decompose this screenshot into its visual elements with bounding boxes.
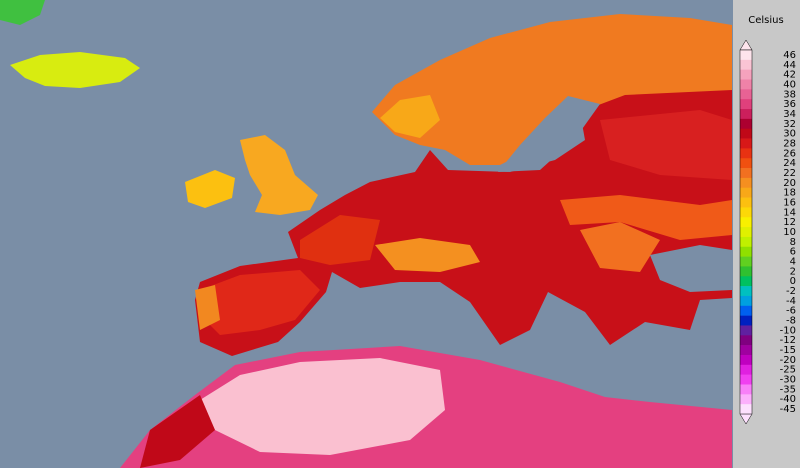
continent <box>195 90 732 356</box>
legend-swatch <box>740 384 752 395</box>
legend-label: 26 <box>783 148 796 159</box>
norway-coast <box>380 95 440 138</box>
legend-swatch <box>740 335 752 346</box>
legend-label: 24 <box>783 158 796 169</box>
legend-swatch <box>740 207 752 218</box>
legend-label: 30 <box>783 129 796 140</box>
legend-label: 22 <box>783 168 796 179</box>
legend-swatch <box>740 374 752 385</box>
legend-label: -8 <box>786 316 796 327</box>
legend-swatch <box>740 50 752 61</box>
legend-swatch <box>740 99 752 110</box>
legend-label: 6 <box>790 247 796 258</box>
legend-swatch <box>740 148 752 159</box>
legend-label: -25 <box>780 365 796 376</box>
legend-swatch <box>740 315 752 326</box>
sahara-hot <box>200 358 445 455</box>
legend-swatch <box>740 266 752 277</box>
legend-swatch <box>740 295 752 307</box>
legend-swatch <box>740 177 752 189</box>
legend-swatch <box>740 256 752 267</box>
legend-label: -2 <box>786 286 796 297</box>
legend-swatch <box>740 394 752 405</box>
legend-label: 4 <box>790 257 796 268</box>
legend-swatch <box>740 79 752 90</box>
legend-label: 38 <box>783 89 796 100</box>
legend-label: 12 <box>783 217 796 228</box>
legend-swatch <box>740 364 752 375</box>
legend-swatch <box>740 286 752 297</box>
legend-swatch <box>740 404 752 415</box>
legend-label: -30 <box>780 375 796 386</box>
legend-label: -20 <box>780 355 796 366</box>
legend-swatch <box>740 246 752 257</box>
legend-label: -15 <box>780 345 796 356</box>
legend-swatch <box>740 227 752 238</box>
legend-bar-outline <box>739 49 753 415</box>
balkans-hot <box>580 222 660 272</box>
iberia <box>200 270 320 335</box>
legend-swatch <box>740 138 752 149</box>
legend-label: 2 <box>790 266 796 277</box>
legend-swatch <box>740 236 752 248</box>
legend-label: 46 <box>783 50 796 61</box>
legend-swatch <box>740 325 752 336</box>
legend-label: -6 <box>786 306 796 317</box>
ireland <box>185 170 235 208</box>
legend-label: 18 <box>783 188 796 199</box>
scandinavia <box>372 14 732 165</box>
legend-swatch <box>740 69 752 80</box>
legend-label: -40 <box>780 394 796 405</box>
legend-swatch <box>740 168 752 179</box>
portugal <box>195 285 220 330</box>
legend-swatch <box>740 187 752 198</box>
legend-swatch <box>740 89 752 100</box>
russia-west <box>600 110 732 180</box>
alps <box>375 238 480 272</box>
legend-label: 10 <box>783 227 796 238</box>
france-west <box>300 215 380 265</box>
legend-label: 40 <box>783 79 796 90</box>
legend-label: 42 <box>783 70 796 81</box>
legend-swatch <box>740 305 752 316</box>
baltic-sea <box>498 96 600 172</box>
legend-label: 20 <box>783 178 796 189</box>
legend-label: -12 <box>780 335 796 346</box>
legend-label: -10 <box>780 325 796 336</box>
legend-label: -35 <box>780 384 796 395</box>
legend-title: Celsius <box>748 15 783 26</box>
black-sea <box>650 245 732 292</box>
legend-swatch <box>740 109 752 120</box>
legend-label: 14 <box>783 207 796 218</box>
legend-label: -4 <box>786 296 796 307</box>
morocco-coast <box>140 395 215 468</box>
legend-swatch <box>740 158 752 169</box>
legend-swatch <box>740 197 752 208</box>
legend-label: 32 <box>783 119 796 130</box>
legend-swatch <box>740 345 752 356</box>
legend-swatch <box>740 59 752 70</box>
legend-swatch <box>740 276 752 287</box>
legend-swatch <box>740 128 752 139</box>
iceland <box>10 52 140 88</box>
legend-swatch <box>740 354 752 366</box>
legend-label: 34 <box>783 109 796 120</box>
legend-label: 28 <box>783 138 796 149</box>
legend-swatch <box>740 217 752 228</box>
legend-label: 16 <box>783 197 796 208</box>
legend-label: 44 <box>783 60 796 71</box>
legend-label: 0 <box>790 276 796 287</box>
great-britain <box>240 135 318 215</box>
legend-label: 36 <box>783 99 796 110</box>
legend-swatch <box>740 118 752 130</box>
greenland <box>0 0 45 25</box>
legend-label: 8 <box>790 237 796 248</box>
east-band <box>560 195 732 240</box>
legend-label: -45 <box>780 404 796 415</box>
